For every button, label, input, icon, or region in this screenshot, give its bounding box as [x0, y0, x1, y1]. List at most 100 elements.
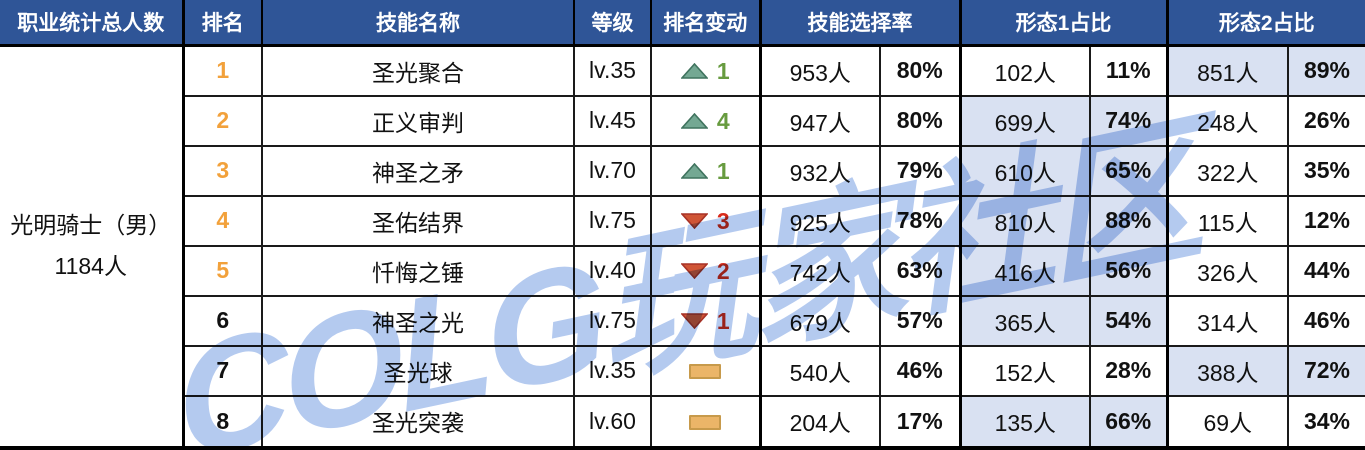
- form2-count-cell: 69人: [1165, 394, 1289, 447]
- selection-count-cell: 953人: [758, 44, 881, 97]
- rank-down-icon: [680, 313, 709, 330]
- form1-count-cell: 152人: [958, 344, 1091, 397]
- form1-percent-cell: 54%: [1089, 294, 1168, 347]
- rank-cell: 2: [182, 94, 263, 147]
- level-cell: lv.40: [573, 244, 652, 297]
- form2-count-cell: 326人: [1165, 244, 1289, 297]
- table-row: 6 神圣之光 lv.75 1 679人 57% 365人 54% 314人 46%: [0, 294, 1365, 347]
- rank-change-cell: [650, 344, 761, 397]
- form1-percent-cell: 65%: [1089, 144, 1168, 197]
- level-cell: lv.35: [573, 44, 652, 97]
- form1-percent-cell: 28%: [1089, 344, 1168, 397]
- header-level: 等级: [573, 0, 652, 47]
- form2-percent-cell: 89%: [1287, 44, 1365, 97]
- header-class-total: 职业统计总人数: [0, 0, 185, 47]
- selection-count-cell: 742人: [758, 244, 881, 297]
- form1-count-cell: 365人: [958, 294, 1091, 347]
- rank-change-cell: 1: [650, 144, 761, 197]
- selection-percent-cell: 80%: [879, 94, 961, 147]
- table-row: 光明骑士（男） 1184人 1 圣光聚合 lv.35 1 953人 80% 102人 11% 851…: [0, 44, 1365, 447]
- rank-cell: 7: [182, 344, 263, 397]
- selection-count-cell: 925人: [758, 194, 881, 247]
- rank-change-cell: 3: [650, 194, 761, 247]
- rank-change-cell: 2: [650, 244, 761, 297]
- skill-name-cell: 圣光突袭: [261, 394, 575, 447]
- rank-change-value: 3: [716, 207, 730, 234]
- form1-count-cell: 699人: [958, 94, 1091, 147]
- form2-count-cell: 388人: [1165, 344, 1289, 397]
- selection-count-cell: 932人: [758, 144, 881, 197]
- form2-count-cell: 851人: [1165, 44, 1289, 97]
- form1-count-cell: 102人: [958, 44, 1091, 97]
- header-form1-share: 形态1占比: [958, 0, 1168, 47]
- form1-percent-cell: 74%: [1089, 94, 1168, 147]
- form1-percent-cell: 66%: [1089, 394, 1168, 447]
- selection-count-cell: 947人: [758, 94, 881, 147]
- skill-name-cell: 神圣之矛: [261, 144, 575, 197]
- rank-down-icon: [680, 213, 709, 230]
- form2-percent-cell: 12%: [1287, 194, 1365, 247]
- form1-count-cell: 416人: [958, 244, 1091, 297]
- rank-change-value: 1: [716, 57, 730, 84]
- rank-cell: 6: [182, 294, 263, 347]
- form2-count-cell: 314人: [1165, 294, 1289, 347]
- level-cell: lv.75: [573, 294, 652, 347]
- rank-change-cell: 1: [650, 294, 761, 347]
- table-row: 3 神圣之矛 lv.70 1 932人 79% 610人 65% 322人 35%: [0, 144, 1365, 197]
- form2-count-cell: 115人: [1165, 194, 1289, 247]
- form2-percent-cell: 72%: [1287, 344, 1365, 397]
- form2-percent-cell: 46%: [1287, 294, 1365, 347]
- rank-change-cell: [650, 394, 761, 447]
- selection-count-cell: 679人: [758, 294, 881, 347]
- selection-percent-cell: 80%: [879, 44, 961, 97]
- form2-percent-cell: 34%: [1287, 394, 1365, 447]
- selection-count-cell: 204人: [758, 394, 881, 447]
- class-summary-cell: 光明骑士（男） 1184人: [0, 44, 185, 447]
- skill-name-cell: 忏悔之锤: [261, 244, 575, 297]
- rank-unchanged-icon: [689, 414, 722, 430]
- skill-name-cell: 神圣之光: [261, 294, 575, 347]
- header-row: 职业统计总人数 排名 技能名称 等级 排名变动 技能选择率 形态1占比 形态2占…: [0, 0, 1365, 47]
- selection-percent-cell: 79%: [879, 144, 961, 197]
- level-cell: lv.60: [573, 394, 652, 447]
- table-row: 8 圣光突袭 lv.60 204人 17% 135人 66% 69人 34%: [0, 394, 1365, 447]
- form2-percent-cell: 26%: [1287, 94, 1365, 147]
- selection-percent-cell: 17%: [879, 394, 961, 447]
- level-cell: lv.70: [573, 144, 652, 197]
- selection-percent-cell: 63%: [879, 244, 961, 297]
- header-rank-change: 排名变动: [650, 0, 761, 47]
- form2-count-cell: 322人: [1165, 144, 1289, 197]
- selection-count-cell: 540人: [758, 344, 881, 397]
- form1-percent-cell: 56%: [1089, 244, 1168, 297]
- selection-percent-cell: 78%: [879, 194, 961, 247]
- header-form2-share: 形态2占比: [1165, 0, 1365, 47]
- rank-change-value: 1: [716, 307, 730, 334]
- level-cell: lv.35: [573, 344, 652, 397]
- skill-name-cell: 圣光聚合: [261, 44, 575, 97]
- rank-change-cell: 1: [650, 44, 761, 97]
- skill-name-cell: 圣佑结界: [261, 194, 575, 247]
- rank-cell: 3: [182, 144, 263, 197]
- rank-change-value: 1: [716, 157, 730, 184]
- rank-change-value: 2: [716, 257, 730, 284]
- rank-up-icon: [680, 163, 709, 180]
- form1-count-cell: 135人: [958, 394, 1091, 447]
- table-row: 2 正义审判 lv.45 4 947人 80% 699人 74% 248人 26%: [0, 94, 1365, 147]
- header-skill-name: 技能名称: [261, 0, 575, 47]
- form1-percent-cell: 11%: [1089, 44, 1168, 97]
- selection-percent-cell: 46%: [879, 344, 961, 397]
- table-row: 7 圣光球 lv.35 540人 46% 152人 28% 388人 72%: [0, 344, 1365, 397]
- rank-cell: 1: [182, 44, 263, 97]
- form2-percent-cell: 35%: [1287, 144, 1365, 197]
- class-name: 光明骑士（男）: [10, 211, 172, 238]
- table-row: 4 圣佑结界 lv.75 3 925人 78% 810人 88% 115人 12%: [0, 194, 1365, 247]
- level-cell: lv.75: [573, 194, 652, 247]
- table-row: 5 忏悔之锤 lv.40 2 742人 63% 416人 56% 326人 44%: [0, 244, 1365, 297]
- skill-name-cell: 正义审判: [261, 94, 575, 147]
- header-rank: 排名: [182, 0, 263, 47]
- rank-cell: 5: [182, 244, 263, 297]
- form2-percent-cell: 44%: [1287, 244, 1365, 297]
- form1-count-cell: 610人: [958, 144, 1091, 197]
- rank-cell: 4: [182, 194, 263, 247]
